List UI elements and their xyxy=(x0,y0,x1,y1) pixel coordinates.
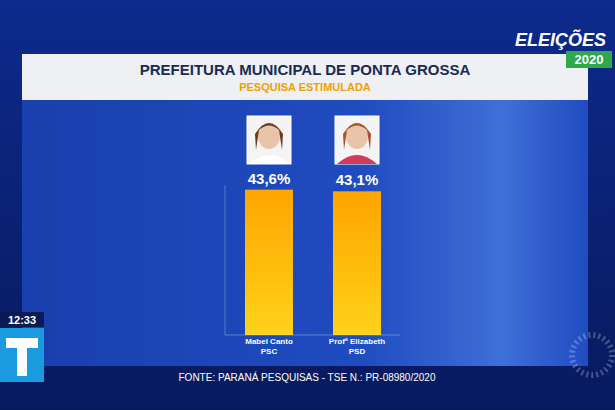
subtitle: PESQUISA ESTIMULADA xyxy=(239,81,371,93)
shoulders xyxy=(337,155,377,164)
photo-frame xyxy=(335,116,379,164)
hair xyxy=(343,123,371,150)
logo-box xyxy=(0,328,44,382)
title-band xyxy=(22,54,588,100)
photo xyxy=(247,116,291,164)
shoulders xyxy=(249,155,289,164)
data-label: 43,6% xyxy=(248,170,291,187)
category-label: Mabel Canto xyxy=(245,337,293,346)
hair xyxy=(255,123,283,150)
value-axis xyxy=(225,185,226,335)
background xyxy=(0,0,615,410)
photo-frame xyxy=(247,116,291,164)
brand: ELEIÇÕES xyxy=(515,29,606,50)
chart: PREFEITURA MUNICIPAL DE PONTA GROSSA PESQ… xyxy=(0,0,615,410)
clock: 12:33 xyxy=(8,314,36,326)
photo xyxy=(335,116,379,164)
source: FONTE: PARANÁ PESQUISAS - TSE N.: PR-089… xyxy=(179,371,436,383)
title: PREFEITURA MUNICIPAL DE PONTA GROSSA xyxy=(140,61,471,78)
baseline xyxy=(225,335,400,336)
logo xyxy=(6,338,38,376)
year: 2020 xyxy=(575,52,604,67)
party-label: PSC xyxy=(261,347,278,356)
bar xyxy=(333,191,381,335)
panel xyxy=(22,54,588,366)
clock-box xyxy=(0,312,44,327)
bar xyxy=(245,190,293,335)
party-label: PSD xyxy=(349,347,366,356)
marks xyxy=(245,190,381,335)
ornament xyxy=(572,335,612,375)
category-label: Profª Elizabeth xyxy=(329,337,385,346)
data-label: 43,1% xyxy=(336,171,379,188)
year-box xyxy=(566,51,612,68)
